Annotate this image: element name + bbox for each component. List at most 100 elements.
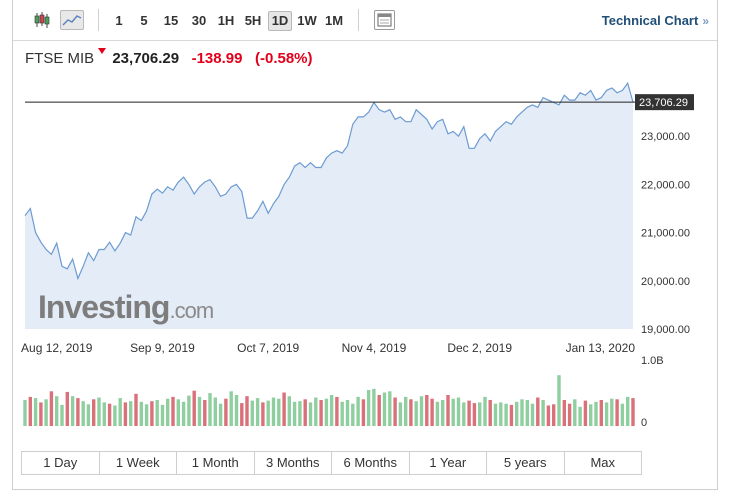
range-1-day[interactable]: 1 Day <box>22 452 100 474</box>
price-point <box>426 118 428 120</box>
timeframe-30[interactable]: 30 <box>191 13 207 28</box>
timeframe-1d[interactable]: 1D <box>268 11 292 31</box>
timeframe-1m[interactable]: 1M <box>324 13 344 28</box>
price-point <box>457 135 459 137</box>
price-point <box>547 99 549 101</box>
price-down-arrow-icon <box>98 48 107 54</box>
range-1-month[interactable]: 1 Month <box>177 452 255 474</box>
volume-bar <box>419 396 424 426</box>
price-point <box>77 277 79 279</box>
volume-bar <box>139 401 143 426</box>
volume-bar <box>610 398 614 426</box>
timeframe-1[interactable]: 1 <box>115 13 123 28</box>
volume-bar <box>113 405 117 426</box>
candlestick-chart-icon[interactable] <box>31 10 53 30</box>
volume-bar <box>430 398 434 426</box>
price-point <box>605 89 607 91</box>
price-point <box>579 92 581 94</box>
price-point <box>500 125 502 127</box>
price-point <box>103 248 105 250</box>
price-point <box>463 125 465 127</box>
toolbar-divider <box>98 9 99 31</box>
volume-bar <box>292 401 297 426</box>
calendar-icon[interactable] <box>374 10 395 30</box>
price-point <box>368 111 370 113</box>
price-point <box>516 116 518 118</box>
range-1-week[interactable]: 1 Week <box>100 452 177 474</box>
price-chart[interactable]: Investing.com 23,706.29 19,000.00 20,000.00… <box>13 0 717 450</box>
price-point <box>584 94 586 96</box>
volume-bar <box>197 396 202 426</box>
timeframe-1h[interactable]: 1H <box>217 13 235 28</box>
technical-chart-label: Technical Chart <box>601 13 699 28</box>
volume-bar <box>583 400 588 426</box>
volume-bar <box>303 399 307 426</box>
volume-axis-label: 0 <box>641 417 647 429</box>
y-tick-label: 23,000.00 <box>641 131 690 143</box>
range-1-year[interactable]: 1 Year <box>410 452 487 474</box>
price-point <box>119 242 121 244</box>
volume-bar <box>329 395 334 426</box>
price-point <box>278 195 280 197</box>
volume-bar <box>55 396 59 426</box>
price-point <box>204 181 206 183</box>
range-max[interactable]: Max <box>590 455 616 470</box>
price-point <box>188 183 190 185</box>
price-point <box>61 265 63 267</box>
volume-bar <box>366 390 371 426</box>
volume-bar <box>224 398 228 426</box>
range-5-years[interactable]: 5 years <box>487 452 565 474</box>
price-change-percent: (-0.58%) <box>254 50 313 67</box>
price-point <box>436 121 438 123</box>
timeframe-15[interactable]: 15 <box>163 13 179 28</box>
range-6-months[interactable]: 6 Months <box>332 452 410 474</box>
price-point <box>442 118 444 120</box>
price-point <box>272 203 274 205</box>
price-point <box>241 190 243 192</box>
price-point <box>145 210 147 212</box>
price-point <box>40 241 42 243</box>
price-point <box>611 87 613 89</box>
volume-bar <box>620 403 625 426</box>
volume-bar <box>351 403 355 426</box>
timeframe-5[interactable]: 5 <box>140 13 148 28</box>
price-point <box>225 193 227 195</box>
volume-bar <box>478 402 482 426</box>
price-point <box>489 140 491 142</box>
price-point <box>156 188 158 190</box>
timeframe-1w[interactable]: 1W <box>297 13 317 28</box>
x-tick-label: Nov 4, 2019 <box>342 341 407 355</box>
timeframe-5h[interactable]: 5H <box>244 13 262 28</box>
price-point <box>431 128 433 130</box>
price-point <box>167 186 169 188</box>
volume-bar <box>404 396 408 426</box>
volume-bar <box>425 395 429 426</box>
last-price-tag-label: 23,706.29 <box>639 97 688 109</box>
volume-bar <box>509 404 514 426</box>
volume-bar <box>604 402 609 426</box>
volume-bar <box>44 399 48 426</box>
volume-bar <box>240 403 244 426</box>
area-chart-icon[interactable] <box>60 10 84 30</box>
chart-toolbar: 1 5 15 30 1H 5H 1D 1W 1M Technical Chart… <box>13 0 717 41</box>
price-point <box>563 94 565 96</box>
volume-bar <box>102 402 106 426</box>
volume-bar <box>589 404 593 426</box>
price-point <box>521 111 523 113</box>
price-point <box>537 106 539 108</box>
volume-bar <box>356 396 360 426</box>
price-point <box>235 183 237 185</box>
y-tick-label: 20,000.00 <box>641 276 690 288</box>
volume-bar <box>208 393 212 426</box>
volume-bar <box>181 401 186 426</box>
volume-bar <box>28 396 32 426</box>
technical-chart-link[interactable]: Technical Chart» <box>602 13 709 28</box>
volume-bar <box>340 401 344 426</box>
volume-bar <box>118 398 122 426</box>
price-point <box>526 106 528 108</box>
price-point <box>177 181 179 183</box>
price-point <box>452 130 454 132</box>
range-3-months[interactable]: 3 Months <box>255 452 332 474</box>
volume-bar <box>65 391 69 426</box>
price-point <box>420 113 422 115</box>
